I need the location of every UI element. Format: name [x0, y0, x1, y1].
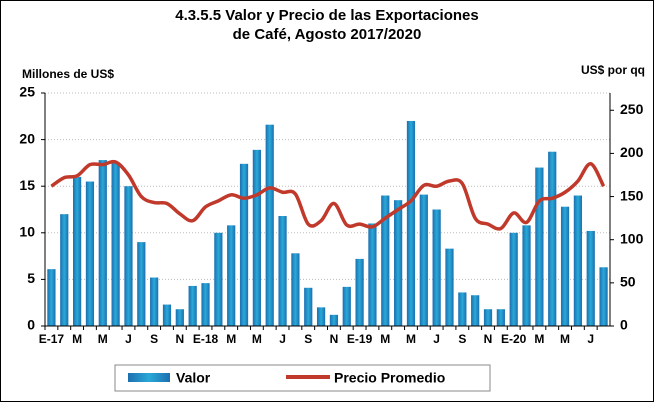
x-tick-label: M — [72, 332, 82, 346]
bar — [548, 151, 557, 326]
chart-title: 4.3.5.5 Valor y Precio de las Exportacio… — [175, 7, 479, 24]
x-tick-label: N — [175, 332, 184, 346]
y2-tick-label: 250 — [620, 101, 644, 117]
bar — [586, 230, 595, 326]
x-tick-label: E-17 — [39, 332, 65, 346]
bar — [560, 206, 570, 326]
bar — [291, 253, 300, 326]
bar — [72, 176, 82, 326]
bar — [252, 149, 261, 326]
bar — [445, 248, 454, 326]
y-tick-label: 5 — [27, 270, 35, 286]
bar — [381, 195, 390, 326]
y2-tick-label: 150 — [620, 187, 644, 203]
x-tick-label: J — [587, 332, 594, 346]
x-tick-label: N — [330, 332, 339, 346]
x-tick-label: S — [304, 332, 312, 346]
bar — [483, 309, 493, 326]
x-tick-label: E-18 — [193, 332, 219, 346]
bar — [162, 304, 172, 326]
bar — [175, 309, 184, 326]
legend-label: Valor — [176, 370, 211, 386]
bar — [329, 314, 339, 326]
x-tick-label: M — [406, 332, 416, 346]
bar — [239, 163, 249, 326]
y2-tick-label: 200 — [620, 144, 644, 160]
y-tick-label: 20 — [19, 130, 35, 146]
bar — [394, 200, 403, 326]
bar — [573, 195, 583, 326]
bar — [355, 258, 364, 326]
y2-tick-label: 100 — [620, 230, 644, 246]
bar — [124, 186, 133, 326]
y-tick-label: 25 — [19, 84, 35, 100]
bar — [535, 167, 544, 326]
bar — [85, 181, 95, 326]
x-tick-label: M — [98, 332, 108, 346]
bar — [265, 124, 274, 326]
bar — [304, 287, 313, 326]
y-axis-label: Millones de US$ — [22, 67, 114, 81]
bar — [137, 242, 146, 326]
bar — [60, 214, 69, 326]
bar — [522, 225, 531, 326]
bar — [278, 216, 287, 326]
chart-title: de Café, Agosto 2017/2020 — [233, 26, 422, 43]
bar — [47, 269, 56, 326]
legend-swatch — [128, 373, 170, 382]
x-tick-label: S — [458, 332, 466, 346]
bar — [368, 223, 377, 326]
bar — [509, 232, 518, 326]
x-tick-label: M — [534, 332, 544, 346]
line — [50, 159, 606, 231]
bar — [419, 194, 428, 326]
x-tick-label: E-19 — [347, 332, 373, 346]
x-tick-label: M — [560, 332, 570, 346]
bar — [201, 283, 210, 326]
y-tick-label: 10 — [19, 224, 35, 240]
bar — [98, 160, 107, 326]
bar — [406, 120, 416, 327]
y-tick-label: 15 — [19, 177, 35, 193]
bar — [188, 285, 197, 326]
y2-tick-label: 0 — [620, 317, 628, 333]
bar — [316, 307, 326, 326]
x-tick-label: M — [252, 332, 262, 346]
x-tick-label: M — [226, 332, 236, 346]
y2-axis-label: US$ por qq — [581, 63, 645, 77]
x-tick-label: E-20 — [501, 332, 527, 346]
x-tick-label: M — [380, 332, 390, 346]
x-tick-label: J — [433, 332, 440, 346]
y2-tick-label: 50 — [620, 274, 636, 290]
bar — [111, 162, 120, 326]
x-tick-label: J — [279, 332, 286, 346]
y-tick-label: 0 — [27, 317, 35, 333]
bar — [227, 225, 236, 326]
legend-label: Precio Promedio — [334, 370, 445, 386]
bar — [342, 286, 351, 326]
x-tick-label: N — [484, 332, 493, 346]
bar — [599, 267, 608, 326]
bar — [471, 295, 480, 326]
x-tick-label: S — [150, 332, 158, 346]
bar — [458, 292, 467, 326]
x-tick-label: J — [125, 332, 132, 346]
bar — [214, 232, 223, 326]
bar — [432, 209, 441, 326]
bar — [496, 309, 505, 326]
bar — [150, 277, 159, 326]
